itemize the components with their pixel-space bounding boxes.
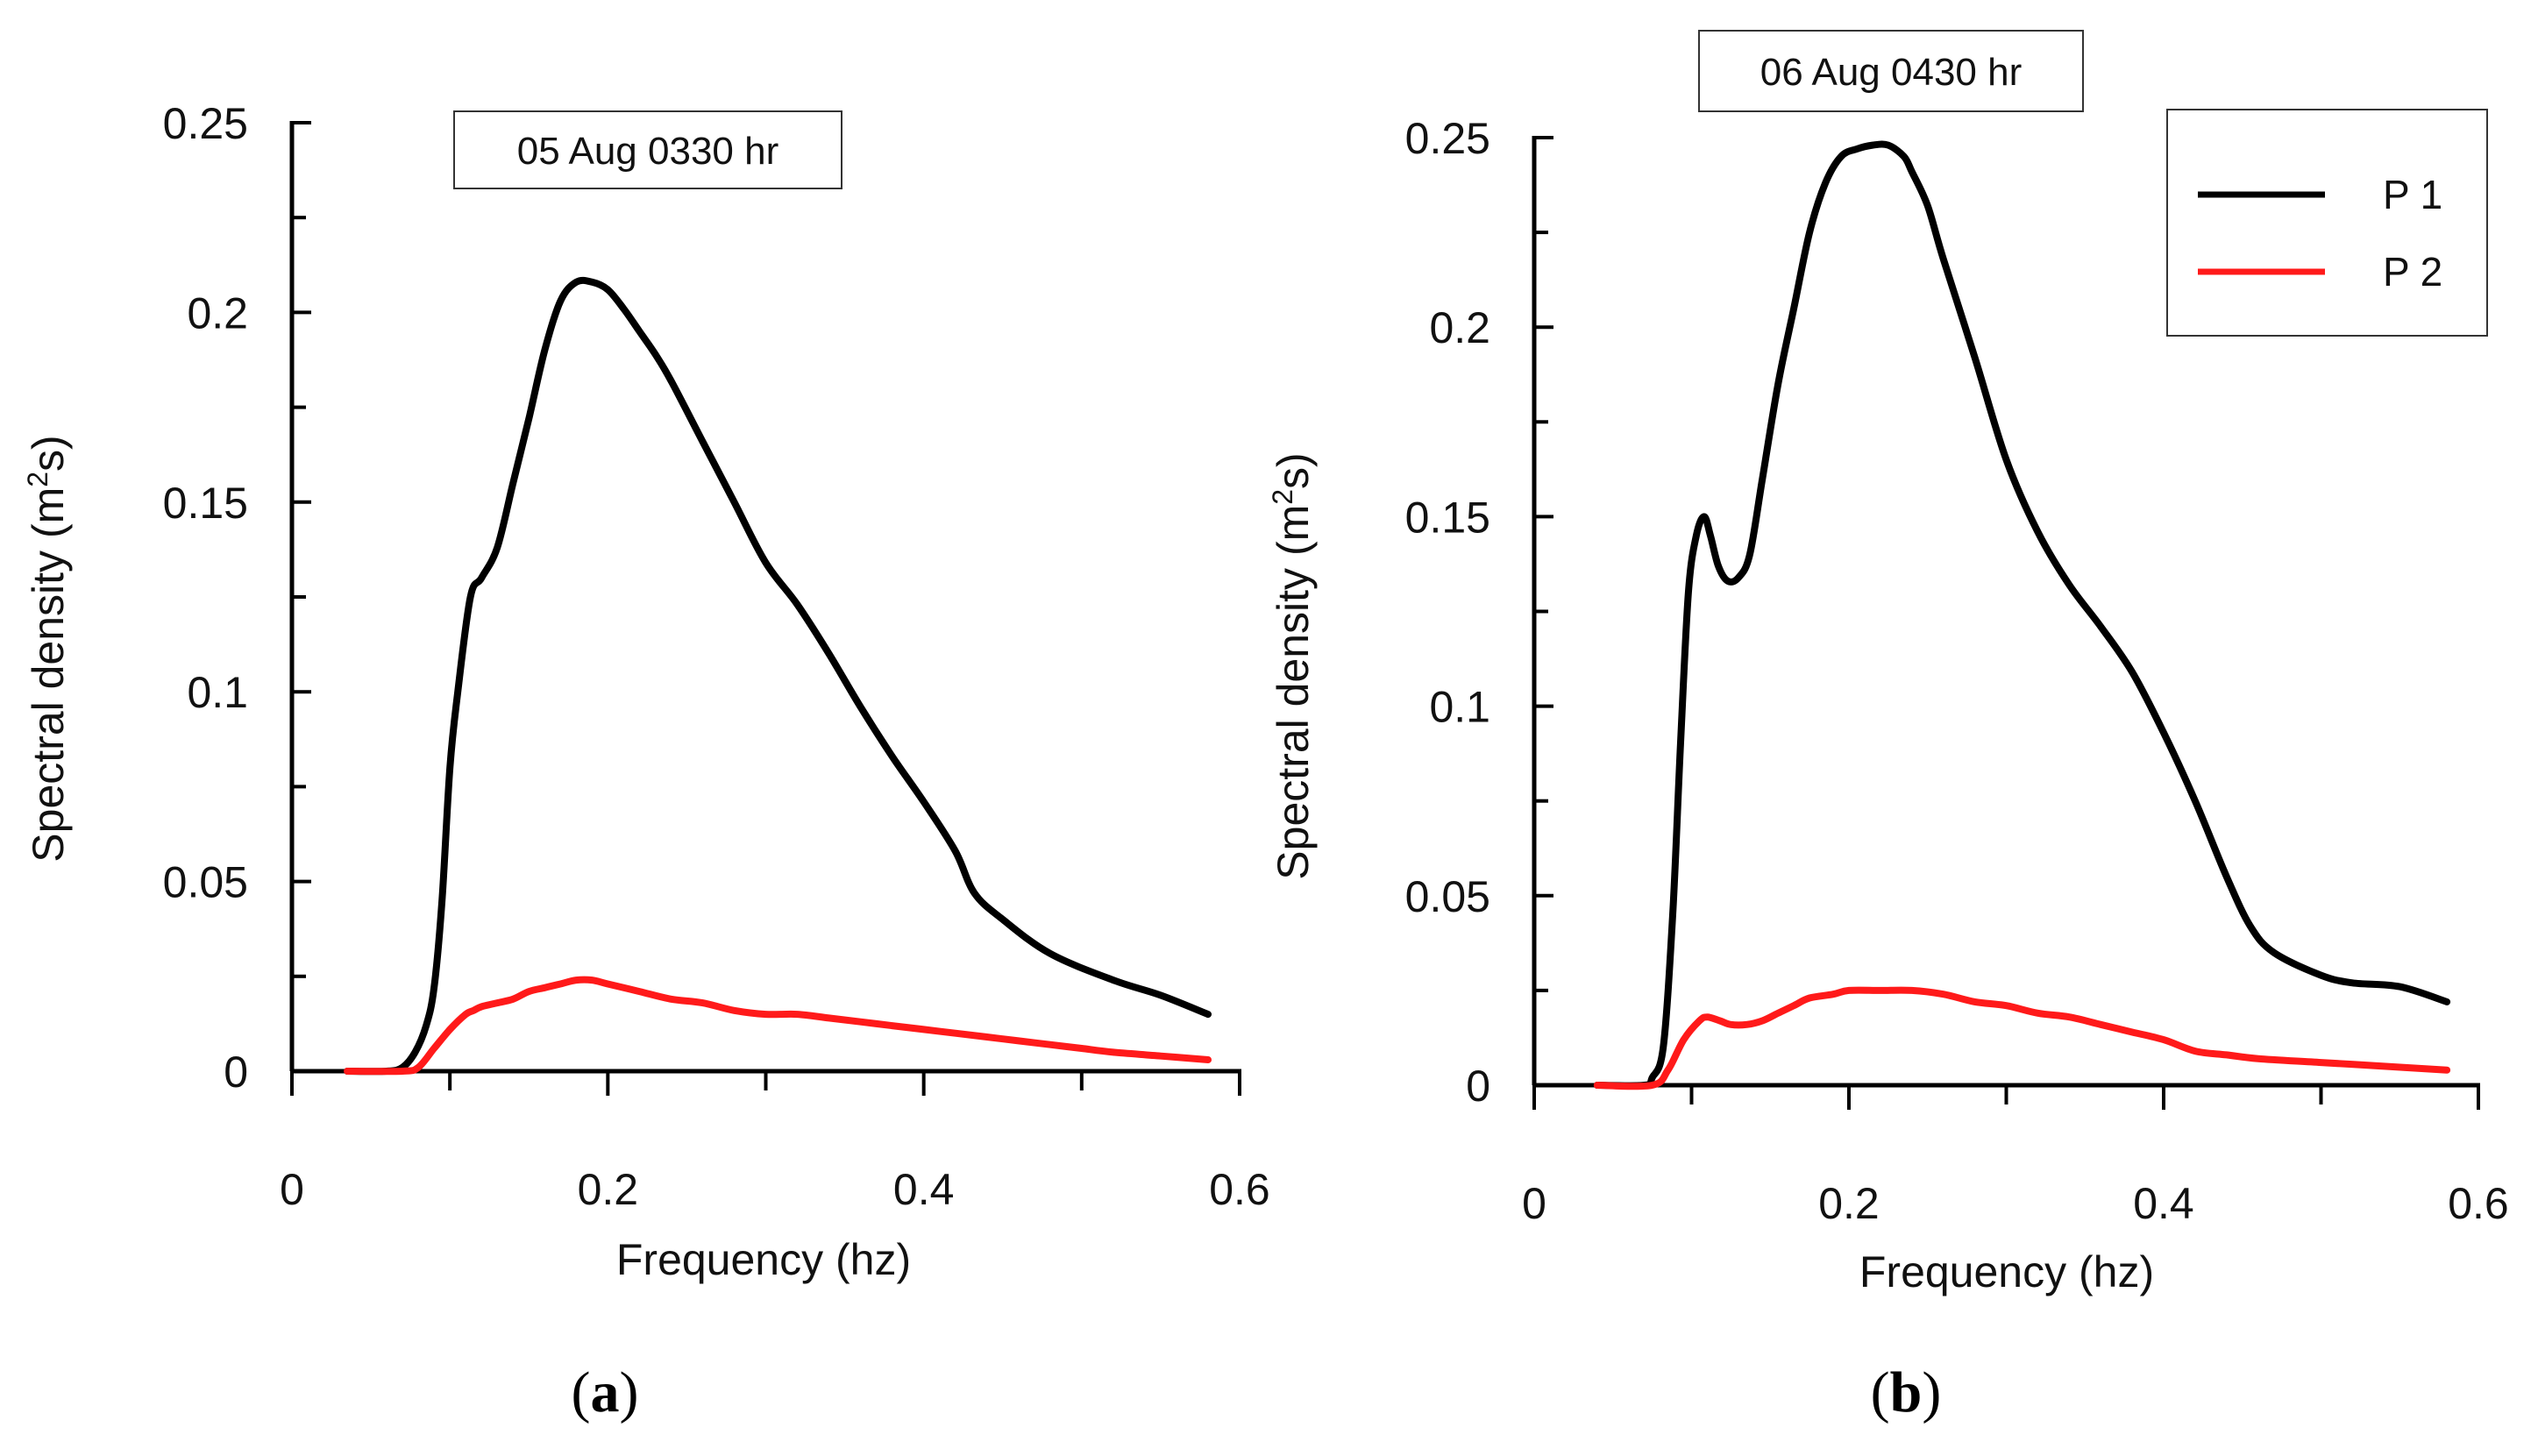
y-tick-label: 0.1: [1429, 683, 1490, 732]
x-tick-label: 0.2: [578, 1165, 639, 1214]
series-line-p2: [1593, 986, 2451, 1090]
x-tick-label: 0.4: [2133, 1179, 2194, 1228]
x-axis-title-b: Frequency (hz): [1859, 1247, 2154, 1296]
legend-label-p2: P 2: [2383, 249, 2442, 295]
y-tick-label: 0.15: [1405, 493, 1490, 542]
y-tick-label: 0.15: [163, 479, 248, 528]
y-tick-label: 0.2: [187, 288, 248, 337]
title-box-a: [453, 110, 842, 189]
series-layer-b: [1593, 140, 2451, 1090]
ticks-a: [290, 121, 1241, 1096]
series-layer-a: [344, 276, 1212, 1076]
y-tick-label: 0.1: [187, 668, 248, 717]
y-tick-label: 0: [224, 1048, 248, 1097]
chart-title-b: 06 Aug 0430 hr: [1760, 51, 2022, 94]
x-tick-label: 0.4: [893, 1165, 955, 1214]
y-axis-title-a: Spectral density (m2s): [22, 435, 73, 862]
legend: P 1 P 2: [2166, 109, 2488, 337]
y-tick-label: 0.2: [1429, 303, 1490, 352]
y-tick-label: 0.25: [163, 99, 248, 148]
x-tick-label: 0: [280, 1165, 304, 1214]
y-tick-labels-a: 0 0.05 0.1 0.15 0.2 0.25: [163, 99, 248, 1097]
y-tick-label: 0.05: [1405, 872, 1490, 921]
x-tick-labels-a: 0 0.2 0.4 0.6: [280, 1165, 1270, 1214]
x-tick-label: 0.2: [1818, 1179, 1880, 1228]
legend-box: [2166, 109, 2488, 337]
y-axis-title-b: Spectral density (m2s): [1267, 452, 1318, 879]
x-tick-labels-b: 0 0.2 0.4 0.6: [1522, 1179, 2509, 1228]
x-tick-label: 0: [1522, 1179, 1546, 1228]
chart-panel-a: 0 0.05 0.1 0.15 0.2 0.25 0 0.2 0.4 0.6 F…: [22, 99, 1270, 1424]
chart-title-a: 05 Aug 0330 hr: [517, 130, 778, 173]
panel-label-a: (a): [572, 1360, 639, 1424]
y-tick-label: 0.25: [1405, 114, 1490, 163]
x-axis-title-a: Frequency (hz): [616, 1235, 911, 1284]
series-line-p1: [1593, 140, 2451, 1090]
y-tick-label: 0.05: [163, 858, 248, 907]
series-line-p2: [344, 976, 1212, 1076]
chart-panel-b: 0 0.05 0.1 0.15 0.2 0.25 0 0.2 0.4 0.6 F…: [1267, 30, 2509, 1424]
panel-label-b: (b): [1871, 1360, 1942, 1424]
y-tick-label: 0: [1466, 1062, 1490, 1111]
title-box-b: [1698, 30, 2084, 112]
x-tick-label: 0.6: [1209, 1165, 1270, 1214]
y-tick-labels-b: 0 0.05 0.1 0.15 0.2 0.25: [1405, 114, 1490, 1111]
x-tick-label: 0.6: [2448, 1179, 2509, 1228]
series-line-p1: [344, 276, 1212, 1076]
legend-label-p1: P 1: [2383, 172, 2442, 217]
